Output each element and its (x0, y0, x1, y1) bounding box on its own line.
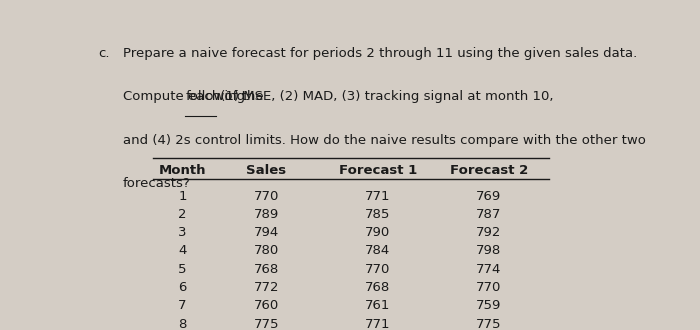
Text: 789: 789 (254, 208, 279, 221)
Text: (1) MSE, (2) MAD, (3) tracking signal at month 10,: (1) MSE, (2) MAD, (3) tracking signal at… (216, 90, 554, 103)
Text: Sales: Sales (246, 164, 286, 177)
Text: c.: c. (98, 47, 110, 60)
Text: 794: 794 (254, 226, 279, 239)
Text: following:: following: (185, 90, 250, 103)
Text: 6: 6 (178, 281, 187, 294)
Text: 759: 759 (476, 299, 502, 312)
Text: 770: 770 (365, 263, 391, 276)
Text: 774: 774 (476, 263, 502, 276)
Text: 761: 761 (365, 299, 391, 312)
Text: 7: 7 (178, 299, 187, 312)
Text: 775: 775 (254, 317, 279, 330)
Text: 768: 768 (254, 263, 279, 276)
Text: 787: 787 (476, 208, 502, 221)
Text: 792: 792 (476, 226, 502, 239)
Text: forecasts?: forecasts? (122, 177, 190, 190)
Text: 770: 770 (254, 189, 279, 203)
Text: 769: 769 (476, 189, 502, 203)
Text: 772: 772 (254, 281, 279, 294)
Text: Compute each of the: Compute each of the (122, 90, 267, 103)
Text: 2: 2 (178, 208, 187, 221)
Text: Prepare a naive forecast for periods 2 through 11 using the given sales data.: Prepare a naive forecast for periods 2 t… (122, 47, 637, 60)
Text: 770: 770 (476, 281, 502, 294)
Text: and (4) 2s control limits. How do the naive results compare with the other two: and (4) 2s control limits. How do the na… (122, 134, 645, 147)
Text: Forecast 2: Forecast 2 (450, 164, 528, 177)
Text: 784: 784 (365, 245, 391, 257)
Text: 3: 3 (178, 226, 187, 239)
Text: 5: 5 (178, 263, 187, 276)
Text: 1: 1 (178, 189, 187, 203)
Text: 785: 785 (365, 208, 391, 221)
Text: Month: Month (159, 164, 206, 177)
Text: 798: 798 (476, 245, 502, 257)
Text: Forecast 1: Forecast 1 (339, 164, 417, 177)
Text: 771: 771 (365, 189, 391, 203)
Text: 771: 771 (365, 317, 391, 330)
Text: 8: 8 (178, 317, 187, 330)
Text: 790: 790 (365, 226, 391, 239)
Text: 775: 775 (476, 317, 502, 330)
Text: 760: 760 (254, 299, 279, 312)
Text: 768: 768 (365, 281, 391, 294)
Text: 780: 780 (254, 245, 279, 257)
Text: 4: 4 (178, 245, 187, 257)
